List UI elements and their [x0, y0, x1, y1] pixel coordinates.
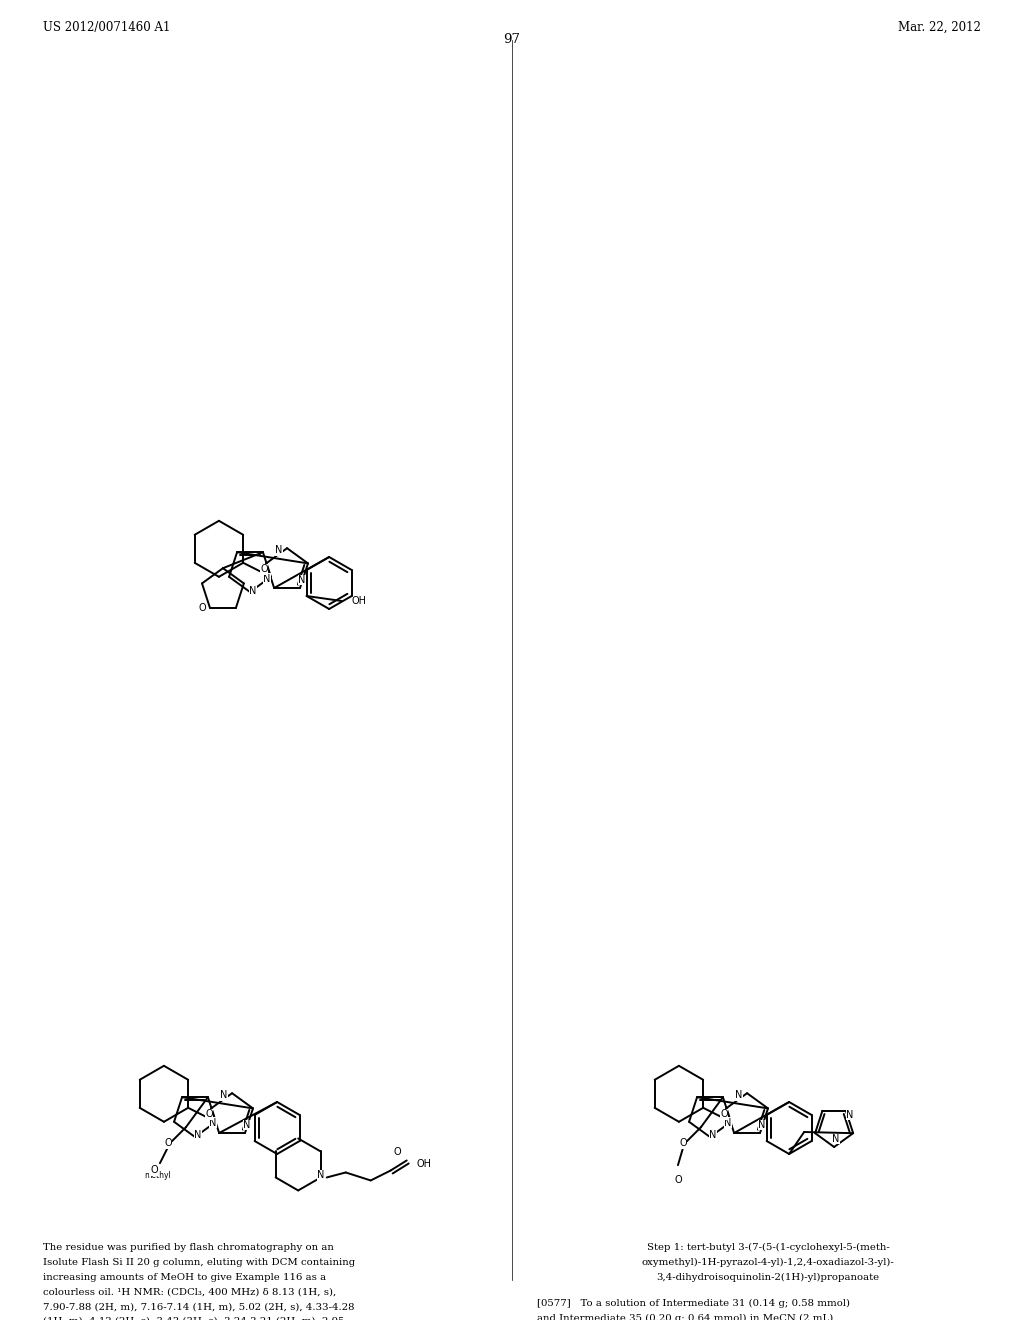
- Text: O: O: [164, 1138, 172, 1148]
- Text: increasing amounts of MeOH to give Example 116 as a: increasing amounts of MeOH to give Examp…: [43, 1272, 326, 1282]
- Text: N: N: [220, 1090, 227, 1100]
- Text: N: N: [275, 545, 283, 556]
- Text: [0577]   To a solution of Intermediate 31 (0.14 g; 0.58 mmol): [0577] To a solution of Intermediate 31 …: [537, 1299, 850, 1308]
- Text: methyl: methyl: [144, 1171, 171, 1180]
- Text: O: O: [679, 1138, 687, 1148]
- Text: N: N: [735, 1090, 742, 1100]
- Text: N: N: [759, 1119, 766, 1130]
- Text: N: N: [195, 1130, 202, 1140]
- Text: N: N: [724, 1118, 731, 1127]
- Text: (1H, m), 4.12 (2H, s), 3.43 (3H, s), 3.24-3.21 (2H, m), 2.95-: (1H, m), 4.12 (2H, s), 3.43 (3H, s), 3.2…: [43, 1317, 348, 1320]
- Text: O: O: [151, 1166, 158, 1175]
- Text: N: N: [846, 1110, 854, 1119]
- Text: N: N: [244, 1119, 251, 1130]
- Text: colourless oil. ¹H NMR: (CDCl₃, 400 MHz) δ 8.13 (1H, s),: colourless oil. ¹H NMR: (CDCl₃, 400 MHz)…: [43, 1287, 336, 1296]
- Text: and Intermediate 35 (0.20 g; 0.64 mmol) in MeCN (2 mL): and Intermediate 35 (0.20 g; 0.64 mmol) …: [537, 1313, 834, 1320]
- Text: OH: OH: [351, 597, 367, 606]
- Text: Step 1: tert-butyl 3-(7-(5-(1-cyclohexyl-5-(meth-: Step 1: tert-butyl 3-(7-(5-(1-cyclohexyl…: [646, 1243, 890, 1253]
- Text: The residue was purified by flash chromatography on an: The residue was purified by flash chroma…: [43, 1243, 334, 1251]
- Text: Isolute Flash Si II 20 g column, eluting with DCM containing: Isolute Flash Si II 20 g column, eluting…: [43, 1258, 355, 1267]
- Text: O: O: [206, 1109, 213, 1119]
- Text: 7.90-7.88 (2H, m), 7.16-7.14 (1H, m), 5.02 (2H, s), 4.33-4.28: 7.90-7.88 (2H, m), 7.16-7.14 (1H, m), 5.…: [43, 1302, 354, 1311]
- Text: N: N: [710, 1130, 717, 1140]
- Text: O: O: [199, 603, 206, 612]
- Text: oxymethyl)-1H-pyrazol-4-yl)-1,2,4-oxadiazol-3-yl)-: oxymethyl)-1H-pyrazol-4-yl)-1,2,4-oxadia…: [642, 1258, 894, 1267]
- Text: O: O: [674, 1175, 682, 1185]
- Text: 97: 97: [504, 33, 520, 46]
- Text: O: O: [260, 565, 268, 574]
- Text: N: N: [833, 1134, 840, 1144]
- Text: Mar. 22, 2012: Mar. 22, 2012: [898, 21, 981, 34]
- Text: 3,4-dihydroisoquinolin-2(1H)-yl)propanoate: 3,4-dihydroisoquinolin-2(1H)-yl)propanoa…: [656, 1272, 880, 1282]
- Text: N: N: [209, 1118, 217, 1127]
- Text: N: N: [263, 574, 270, 583]
- Text: O: O: [720, 1109, 728, 1119]
- Text: US 2012/0071460 A1: US 2012/0071460 A1: [43, 21, 170, 34]
- Text: N: N: [298, 576, 306, 585]
- Text: OH: OH: [417, 1159, 432, 1170]
- Text: N: N: [317, 1171, 325, 1180]
- Text: N: N: [249, 586, 257, 597]
- Text: O: O: [394, 1147, 401, 1158]
